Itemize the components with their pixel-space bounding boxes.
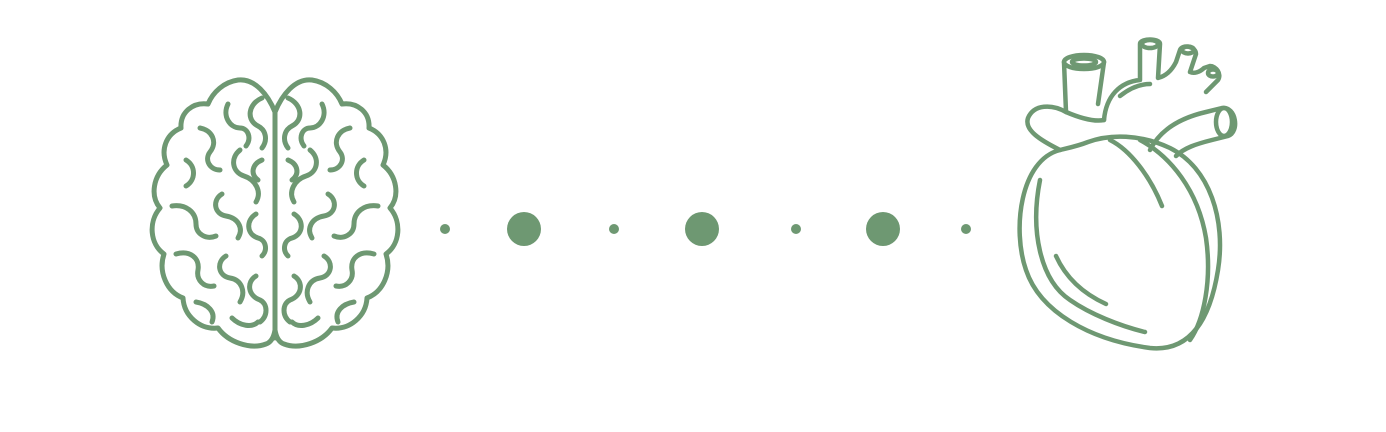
large-dot (685, 212, 719, 246)
brain-left-gyri (169, 95, 269, 328)
large-dot (866, 212, 900, 246)
heart-contour-3 (1107, 137, 1165, 209)
heart-body (1017, 134, 1223, 351)
brain-left-hemisphere (149, 77, 278, 349)
heart-atrium (1025, 104, 1107, 153)
brain-right-hemisphere (272, 77, 401, 349)
small-dot (440, 224, 450, 234)
small-dot (791, 224, 801, 234)
anatomical-heart-icon (1017, 37, 1238, 351)
brain-right-gyri (281, 95, 381, 328)
small-dot (609, 224, 619, 234)
heart-contour-2 (1053, 253, 1109, 307)
small-dot (961, 224, 971, 234)
heart-aorta (1101, 37, 1222, 123)
heart-aorta-inner (1117, 81, 1153, 99)
heart-vena-cava-opening (1061, 52, 1107, 72)
large-dot (507, 212, 541, 246)
heart-pulmonary-artery (1147, 105, 1238, 159)
brain-icon (149, 77, 401, 349)
dotted-connector (440, 212, 971, 246)
heart-vena-cava (1061, 59, 1107, 115)
heart-contour-1 (1034, 177, 1148, 335)
heart-contour-4 (1137, 137, 1211, 343)
